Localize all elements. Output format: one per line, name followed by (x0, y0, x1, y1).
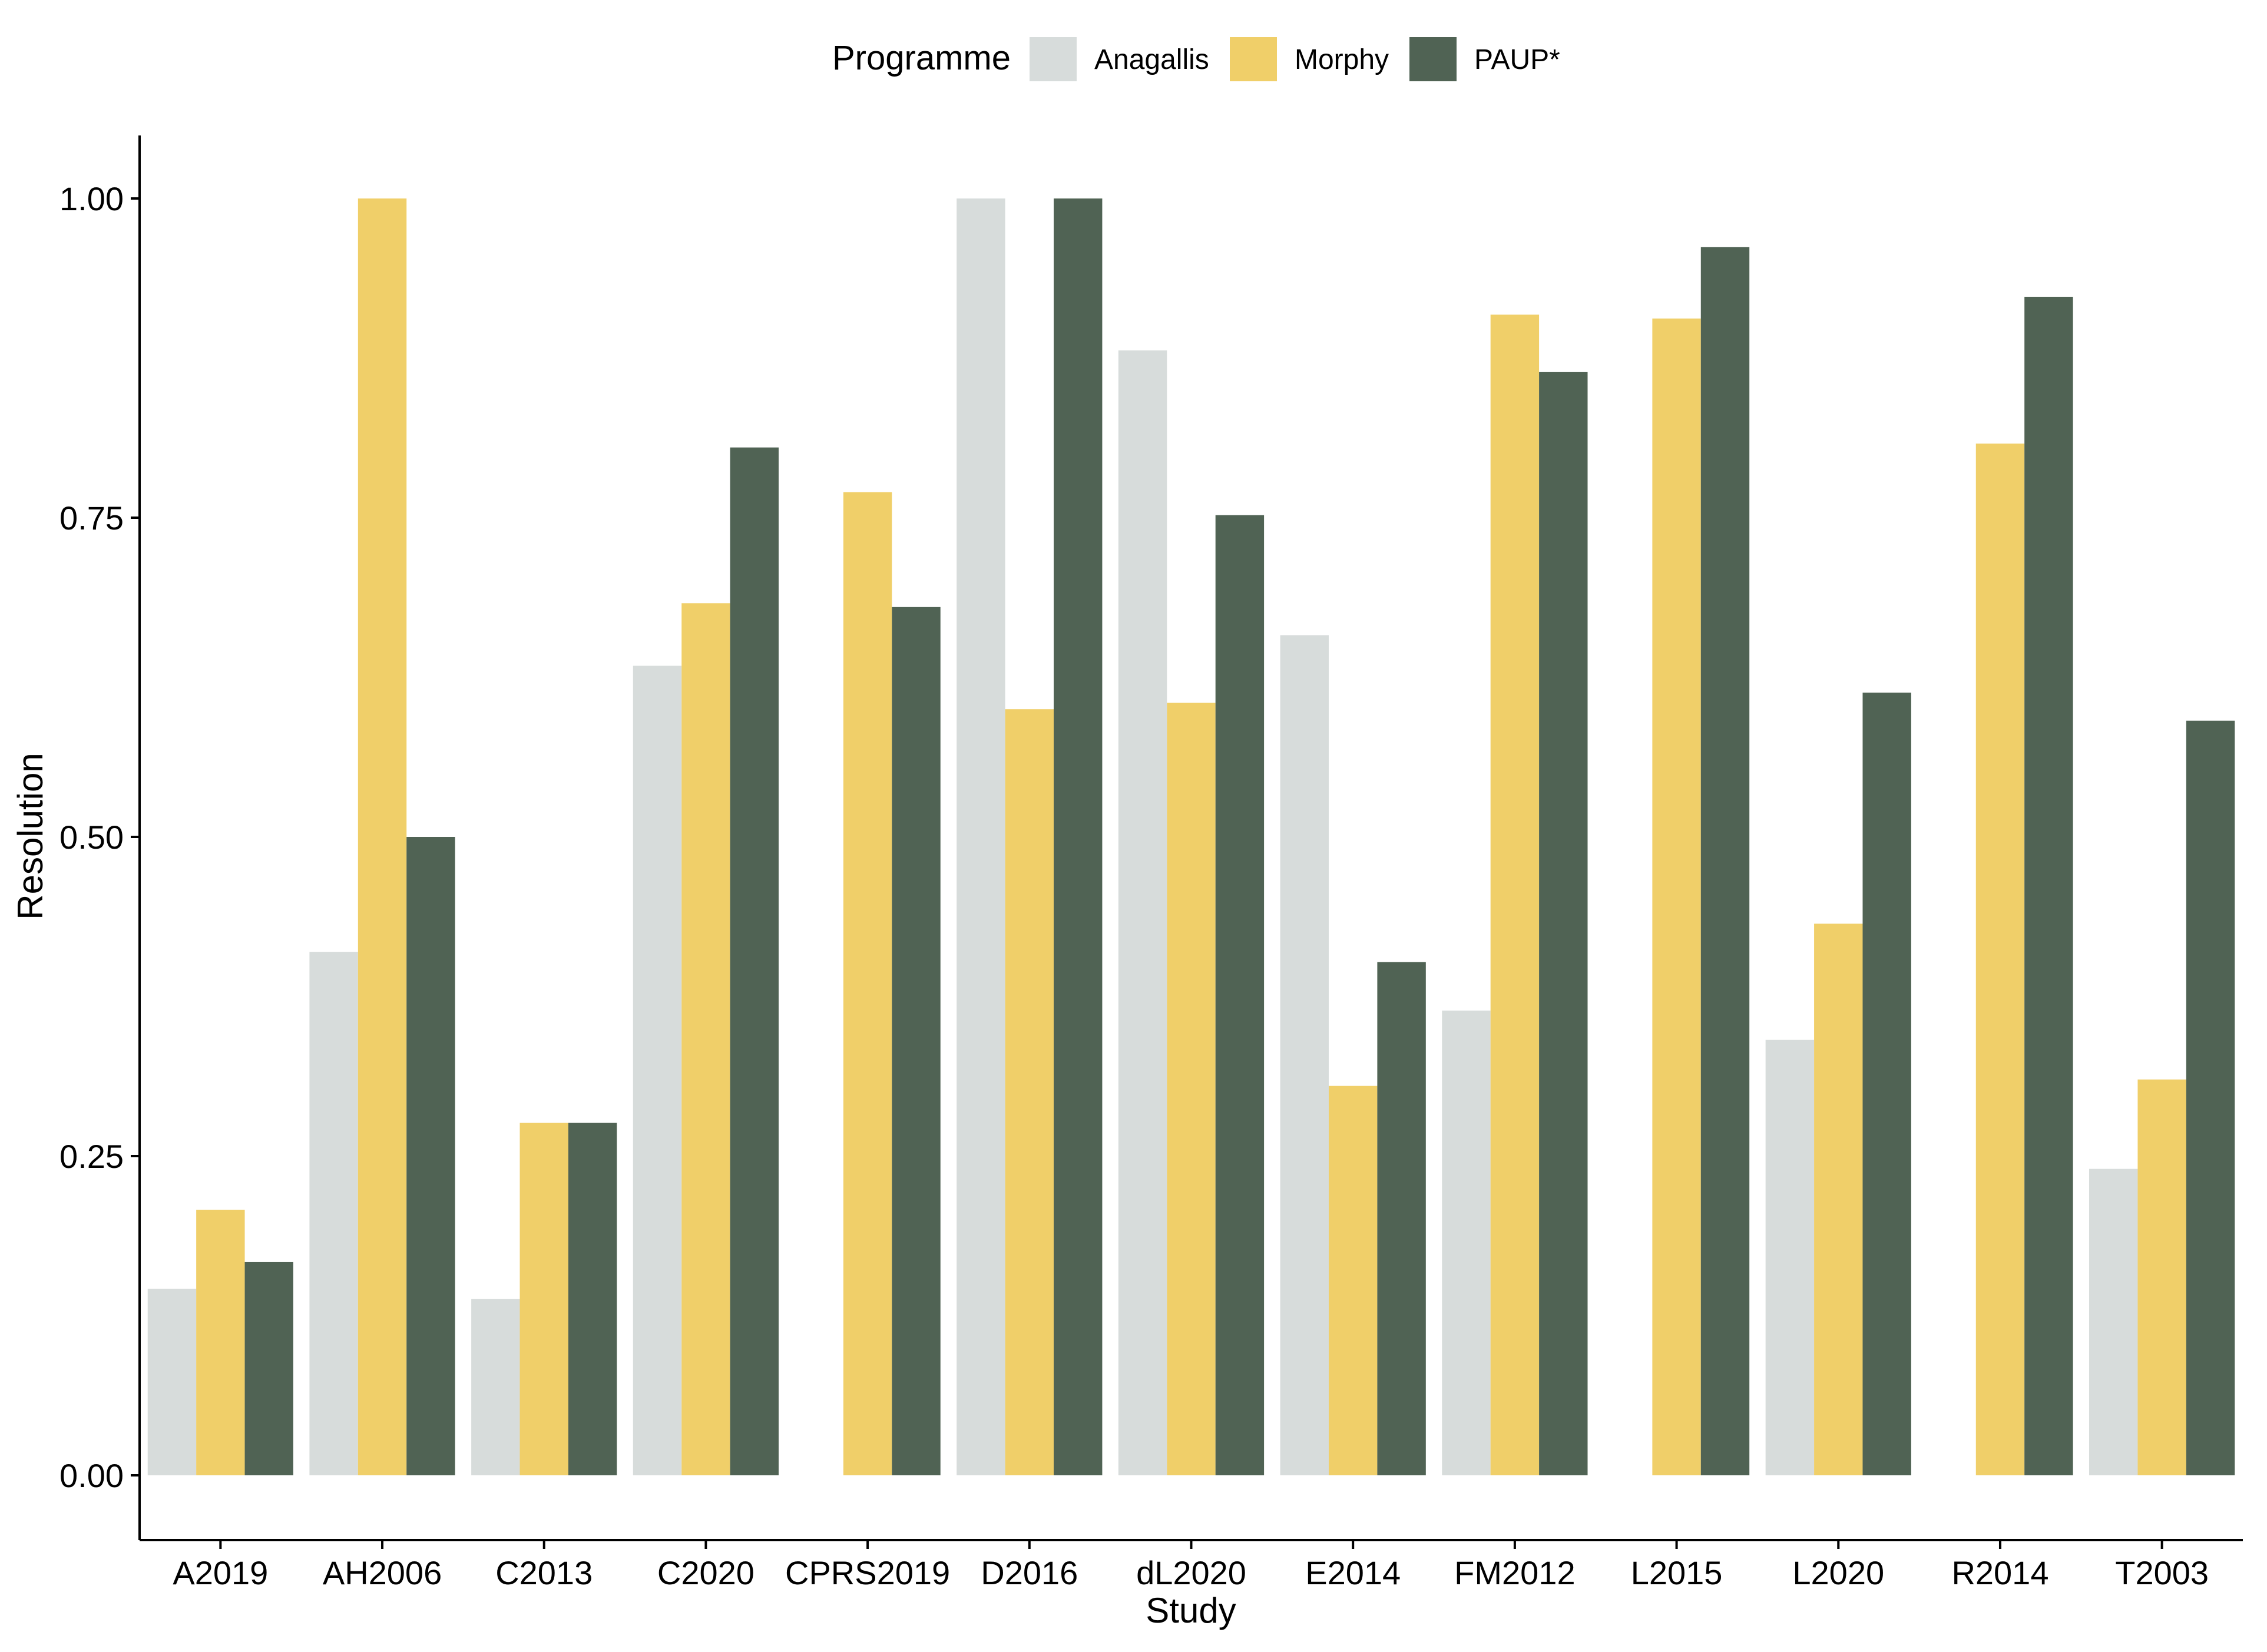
y-axis-title: Resolution (11, 753, 50, 920)
bar-A2019-Morphy (196, 1210, 245, 1475)
bar-CPRS2019-PAUP (892, 607, 941, 1475)
bar-CPRS2019-Morphy (843, 492, 892, 1475)
bar-D2016-PAUP (1054, 198, 1103, 1475)
bar-L2020-PAUP (1862, 693, 1911, 1475)
bar-dL2020-Morphy (1167, 703, 1216, 1475)
y-tick-label: 0.50 (59, 819, 124, 856)
bar-L2020-Anagallis (1765, 1039, 1815, 1475)
bar-L2015-Morphy (1652, 318, 1701, 1475)
y-tick-label: 0.25 (59, 1138, 124, 1175)
bar-L2015-PAUP (1700, 247, 1750, 1476)
x-tick-label: C2020 (657, 1554, 754, 1591)
bar-C2020-PAUP (730, 447, 779, 1475)
bar-L2020-Morphy (1814, 923, 1863, 1475)
bar-A2019-Anagallis (147, 1289, 197, 1475)
legend: Programme Anagallis Morphy PAUP* (832, 37, 1560, 81)
bar-E2014-Morphy (1328, 1085, 1378, 1475)
x-tick-label: T2003 (2115, 1554, 2209, 1591)
x-tick-label: AH2006 (323, 1554, 442, 1591)
bar-C2020-Anagallis (633, 666, 682, 1475)
bar-D2016-Morphy (1005, 709, 1054, 1475)
bar-AH2006-PAUP (406, 837, 455, 1475)
legend-label: Morphy (1295, 44, 1389, 75)
bar-FM2012-Morphy (1490, 314, 1540, 1475)
bars (147, 198, 2235, 1476)
bar-C2020-Morphy (681, 603, 730, 1475)
bar-E2014-PAUP (1377, 962, 1426, 1475)
bar-AH2006-Morphy (358, 198, 407, 1475)
bar-AH2006-Anagallis (309, 952, 358, 1475)
bar-C2013-Anagallis (471, 1299, 520, 1475)
bar-R2014-PAUP (2024, 296, 2073, 1476)
legend-title: Programme (832, 39, 1011, 77)
x-tick-label: L2020 (1792, 1554, 1884, 1591)
axes: 0.00 0.25 0.50 0.75 1.00 A2019 AH2006 C2013 C20… (59, 135, 2243, 1591)
x-axis-title: Study (1146, 1591, 1236, 1630)
bar-A2019-PAUP (244, 1262, 293, 1475)
bar-C2013-Morphy (519, 1123, 568, 1475)
bar-T2003-PAUP (2186, 720, 2235, 1475)
bar-T2003-Anagallis (2089, 1168, 2138, 1475)
bar-D2016-Anagallis (957, 198, 1005, 1475)
x-tick-label: A2019 (173, 1554, 268, 1591)
legend-key (1409, 37, 1457, 81)
x-tick-label: dL2020 (1136, 1554, 1246, 1591)
x-tick-label: C2013 (495, 1554, 593, 1591)
bar-C2013-PAUP (568, 1123, 617, 1475)
bar-dL2020-PAUP (1215, 515, 1265, 1476)
x-tick-label: L2015 (1631, 1554, 1723, 1591)
bar-FM2012-PAUP (1539, 372, 1588, 1475)
y-tick-label: 0.00 (59, 1457, 124, 1494)
bar-FM2012-Anagallis (1442, 1010, 1491, 1475)
x-tick-label: R2014 (1951, 1554, 2048, 1591)
bar-E2014-Anagallis (1280, 635, 1329, 1475)
x-tick-label: D2016 (981, 1554, 1078, 1591)
x-tick-label: E2014 (1305, 1554, 1401, 1591)
legend-label: Anagallis (1094, 44, 1209, 75)
legend-key (1230, 37, 1277, 81)
y-tick-label: 0.75 (59, 499, 124, 537)
x-tick-label: FM2012 (1454, 1554, 1575, 1591)
x-tick-label: CPRS2019 (785, 1554, 950, 1591)
y-tick-label: 1.00 (59, 180, 124, 217)
bar-dL2020-Anagallis (1118, 350, 1167, 1475)
legend-key (1030, 37, 1077, 81)
bar-T2003-Morphy (2137, 1079, 2186, 1475)
bar-R2014-Morphy (1975, 443, 2025, 1475)
legend-label: PAUP* (1474, 44, 1560, 75)
